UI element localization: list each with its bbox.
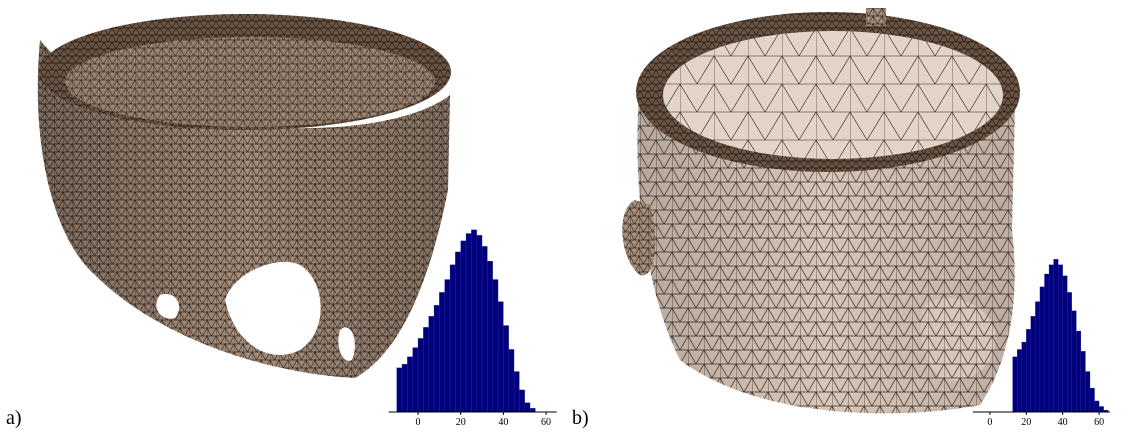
histogram-bar bbox=[1063, 276, 1068, 412]
histogram-bar bbox=[1031, 316, 1036, 412]
histogram-bar bbox=[1049, 265, 1054, 412]
histogram-bar bbox=[439, 292, 444, 412]
histogram-bar bbox=[1076, 331, 1081, 412]
histogram-bar bbox=[1090, 388, 1095, 412]
histogram-bar bbox=[445, 280, 450, 412]
histogram-bar bbox=[1072, 311, 1077, 412]
histogram-bar bbox=[1035, 302, 1040, 412]
histogram-bar bbox=[1044, 274, 1049, 412]
histogram-bar bbox=[434, 305, 439, 412]
histogram-bar bbox=[509, 349, 514, 412]
histogram-bar bbox=[1026, 329, 1031, 412]
histogram-bar bbox=[1058, 265, 1063, 412]
histogram-bar bbox=[455, 252, 460, 412]
x-tick-label: 40 bbox=[498, 417, 508, 428]
histogram-bar bbox=[402, 364, 407, 412]
histogram-bar bbox=[397, 368, 402, 412]
histogram-bar bbox=[1054, 259, 1059, 412]
histogram-bar bbox=[482, 246, 487, 412]
histogram-bar bbox=[1017, 349, 1022, 412]
histogram-bar bbox=[493, 280, 498, 412]
histogram-bar bbox=[487, 261, 492, 412]
histogram-bar bbox=[498, 302, 503, 412]
histogram-bar bbox=[423, 327, 428, 412]
histogram-bar bbox=[477, 235, 482, 412]
histogram-bar bbox=[418, 338, 423, 412]
x-tick-label: 0 bbox=[987, 417, 992, 428]
head-mesh-render bbox=[622, 8, 1020, 413]
x-tick-label: 60 bbox=[541, 417, 551, 428]
panel-label: b) bbox=[572, 407, 589, 429]
histogram-bar bbox=[530, 408, 535, 412]
histogram-bar bbox=[450, 265, 455, 412]
histogram-bar bbox=[525, 403, 530, 412]
histogram-bar bbox=[466, 234, 471, 412]
histogram-bar bbox=[1095, 401, 1100, 412]
x-tick-label: 40 bbox=[1058, 417, 1068, 428]
x-tick-label: 20 bbox=[1021, 417, 1031, 428]
histogram-bar bbox=[407, 357, 412, 412]
histogram-bar bbox=[519, 390, 524, 412]
skull-mesh-render bbox=[38, 14, 451, 378]
histogram-bar bbox=[1085, 372, 1090, 412]
histogram-bar bbox=[1013, 357, 1018, 412]
histogram-bar bbox=[503, 326, 508, 412]
histogram-bar bbox=[1022, 342, 1027, 412]
histogram-bar bbox=[1040, 287, 1045, 412]
x-tick-label: 60 bbox=[1094, 417, 1104, 428]
histogram-bar bbox=[1099, 406, 1104, 412]
histogram-bar bbox=[413, 348, 418, 412]
histogram-bar bbox=[1067, 292, 1072, 412]
x-tick-label: 0 bbox=[416, 417, 421, 428]
x-tick-label: 20 bbox=[456, 417, 466, 428]
histogram-bar bbox=[1081, 351, 1086, 412]
histogram-bar bbox=[429, 316, 434, 412]
panel-label: a) bbox=[6, 407, 22, 429]
histogram-bar bbox=[471, 230, 476, 412]
histogram-bar bbox=[461, 241, 466, 412]
histogram-bar bbox=[514, 372, 519, 412]
figure: a) b) 0 20 40 60 0 20 40 60 bbox=[0, 0, 1139, 432]
